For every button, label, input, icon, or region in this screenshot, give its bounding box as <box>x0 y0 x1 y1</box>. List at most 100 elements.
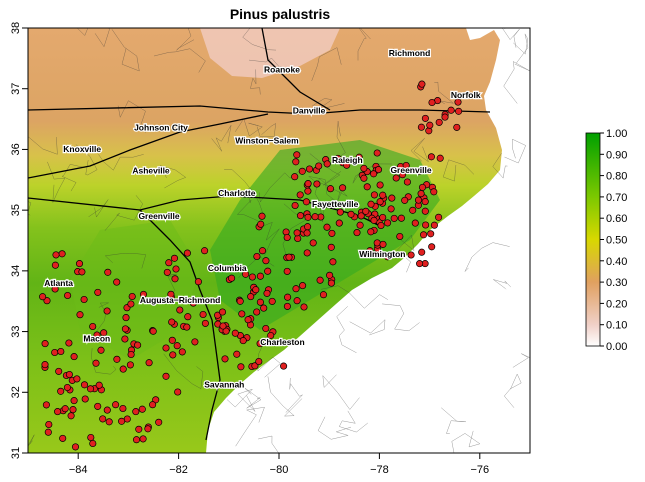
occurrence-dot <box>315 162 323 170</box>
city-label: Asheville <box>132 166 170 176</box>
city-label: Greenville <box>390 165 431 175</box>
occurrence-dot <box>122 314 130 322</box>
x-tick-label: −78 <box>370 464 389 476</box>
occurrence-dot <box>252 286 260 294</box>
county-line <box>328 121 346 165</box>
occurrence-dot <box>313 180 321 188</box>
occurrence-dot <box>73 375 81 383</box>
city-label: Atlanta <box>44 278 73 288</box>
county-line <box>243 387 262 409</box>
occurrence-dot <box>300 303 308 311</box>
occurrence-dot <box>366 247 374 255</box>
occurrence-dot <box>231 329 239 337</box>
occurrence-dot <box>363 183 371 191</box>
legend-tick-label: 0.50 <box>606 235 627 247</box>
occurrence-dot <box>145 359 153 367</box>
city-label: Charleston <box>260 337 304 347</box>
occurrence-dot <box>97 346 105 354</box>
occurrence-dot <box>80 381 89 389</box>
occurrence-dot <box>170 254 179 262</box>
occurrence-dot <box>454 98 462 106</box>
occurrence-dot <box>253 252 261 261</box>
occurrence-dot <box>339 184 347 192</box>
occurrence-dot <box>303 229 311 237</box>
occurrence-dot <box>323 223 331 231</box>
occurrence-dot <box>149 327 157 335</box>
occurrence-dot <box>377 221 385 230</box>
county-line <box>88 199 109 218</box>
legend-tick-label: 0.20 <box>606 298 627 310</box>
county-line <box>235 118 263 137</box>
occurrence-dot <box>427 153 435 161</box>
city-label: Winston−Salem <box>235 135 299 145</box>
occurrence-dot <box>257 220 265 228</box>
occurrence-dot <box>100 329 108 337</box>
county-line <box>242 28 277 51</box>
y-axis: 31 32 33 34 35 36 37 38 <box>10 22 28 459</box>
occurrence-dot <box>316 276 324 284</box>
occurrence-dot <box>402 161 410 170</box>
occurrence-dot <box>144 425 152 433</box>
occurrence-dot <box>284 293 292 301</box>
legend-tick-label: 1.00 <box>606 128 627 140</box>
city-label: Roanoke <box>264 64 300 74</box>
occurrence-dot <box>51 348 59 357</box>
occurrence-dot <box>183 323 191 331</box>
county-line <box>250 69 261 95</box>
occurrence-dot <box>41 340 49 348</box>
occurrence-dot <box>244 316 252 324</box>
occurrence-dot <box>167 290 175 298</box>
county-line <box>322 374 360 410</box>
occurrence-dot <box>360 174 368 182</box>
occurrence-dot <box>221 355 229 363</box>
occurrence-dot <box>396 232 404 241</box>
occurrence-dot <box>93 331 101 339</box>
occurrence-dot <box>171 275 179 283</box>
occurrence-dot <box>237 363 245 371</box>
occurrence-dot <box>329 258 337 266</box>
occurrence-dot <box>323 160 331 168</box>
occurrence-dot <box>436 154 444 162</box>
occurrence-dot <box>78 268 86 276</box>
x-tick-label: −82 <box>169 464 188 476</box>
occurrence-dot <box>42 401 50 409</box>
county-line <box>166 273 177 292</box>
occurrence-dot <box>233 350 241 358</box>
county-line <box>256 123 276 137</box>
y-tick-label: 31 <box>10 447 22 459</box>
legend-tick-label: 0.30 <box>606 277 627 289</box>
occurrence-dot <box>370 170 378 178</box>
county-line <box>104 253 147 269</box>
occurrence-dot <box>201 319 209 327</box>
occurrence-dot <box>390 214 398 222</box>
occurrence-dot <box>132 408 140 416</box>
x-tick-label: −80 <box>270 464 289 476</box>
occurrence-dot <box>184 313 192 321</box>
occurrence-dot <box>163 268 171 276</box>
y-tick-label: 35 <box>10 204 22 216</box>
occurrence-dot <box>132 436 141 444</box>
occurrence-dot <box>367 200 375 208</box>
occurrence-dot <box>67 412 75 420</box>
occurrence-dot <box>264 267 272 275</box>
occurrence-dot <box>298 167 306 175</box>
occurrence-dot <box>304 180 312 188</box>
occurrence-dot <box>374 166 383 174</box>
occurrence-dot <box>285 253 293 261</box>
occurrence-dot <box>168 318 176 326</box>
occurrence-dot <box>71 443 80 451</box>
occurrence-dot <box>121 325 129 333</box>
county-line <box>338 410 368 433</box>
city-label: Norfolk <box>451 90 481 100</box>
occurrence-dot <box>174 388 182 396</box>
city-label: Raleigh <box>332 155 363 165</box>
occurrence-dot <box>173 342 181 350</box>
county-line <box>236 188 258 222</box>
high-suitability-zone-2 <box>70 220 200 360</box>
county-line <box>28 434 35 447</box>
occurrence-dot <box>370 216 378 224</box>
occurrence-dot <box>256 298 264 306</box>
county-line <box>309 153 342 186</box>
occurrence-dot <box>430 188 438 196</box>
